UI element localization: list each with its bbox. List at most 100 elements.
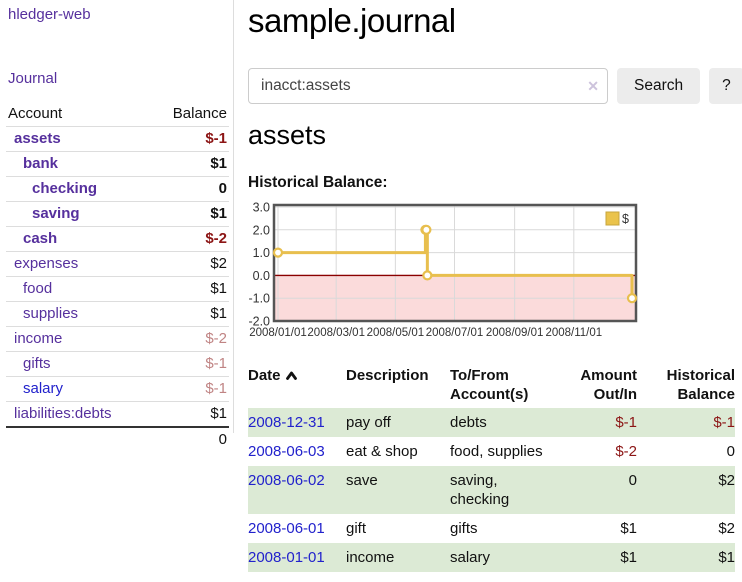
sidebar-divider [233, 0, 234, 433]
account-link[interactable]: cash [23, 230, 58, 247]
chart-title: Historical Balance: [248, 174, 388, 191]
register-row: 2008-06-03 eat & shop food, supplies $-2 0 [248, 437, 735, 466]
amount-cell: $1 [620, 520, 637, 537]
account-balance: $1 [150, 301, 229, 327]
x-axis-tick-label: 2008/01/01 [249, 327, 307, 339]
y-axis-tick-label: 1.0 [253, 246, 270, 260]
account-balance: 0 [150, 176, 229, 202]
search-form: ✕ Search ? [248, 68, 742, 104]
column-header-balance: Historical Balance [666, 367, 735, 403]
account-balance: $-2 [150, 226, 229, 252]
historical-balance-chart: $3.0 2.0 1.0 0.0 -1.0 -2.0 2008/01/01 2008/03/0… [244, 200, 742, 348]
search-button[interactable]: Search [617, 68, 701, 104]
clear-search-icon[interactable]: ✕ [587, 78, 599, 94]
account-balance: $-2 [150, 326, 229, 352]
balance-cell: $-1 [713, 414, 735, 431]
search-input[interactable] [248, 68, 608, 104]
date-link[interactable]: 2008-12-31 [248, 414, 325, 431]
account-row: expenses $2 [6, 251, 229, 277]
accounts-header-balance: Balance [150, 102, 229, 127]
data-point-marker [626, 293, 638, 304]
account-row: assets $-1 [6, 126, 229, 152]
x-axis-tick-label: 2008/09/01 [486, 327, 544, 339]
sidebar-item-journal[interactable]: Journal [8, 70, 58, 87]
app-brand-link[interactable]: hledger-web [8, 6, 91, 23]
description-cell: gift [346, 520, 367, 537]
x-axis-tick-label: 2008/07/01 [426, 327, 484, 339]
accounts-table: Account Balance assets $-1 bank $1 checking 0… [6, 102, 229, 452]
account-link[interactable]: food [23, 280, 53, 297]
account-link[interactable]: liabilities:debts [14, 405, 112, 422]
account-balance: $1 [150, 151, 229, 177]
date-link[interactable]: 2008-06-03 [248, 443, 325, 460]
register-row: 2008-06-01 gift gifts $1 $2 [248, 514, 735, 543]
y-axis-tick-label: 0.0 [253, 269, 270, 283]
account-link[interactable]: supplies [23, 305, 79, 322]
register-row: 2008-12-31 pay off debts $-1 $-1 [248, 408, 735, 437]
account-row: saving $1 [6, 201, 229, 227]
account-row: gifts $-1 [6, 351, 229, 377]
column-header-description: Description [346, 367, 429, 384]
account-link[interactable]: checking [32, 180, 98, 197]
account-link[interactable]: salary [23, 380, 64, 397]
account-link[interactable]: gifts [23, 355, 51, 372]
register-table: Date Description To/From Account(s) Amou… [248, 362, 735, 572]
description-cell: income [346, 549, 395, 566]
amount-cell: 0 [628, 472, 637, 489]
account-balance: $-1 [150, 376, 229, 402]
accounts-cell: gifts [450, 520, 478, 537]
balance-cell: $2 [718, 520, 735, 537]
account-row: salary $-1 [6, 376, 229, 402]
description-cell: eat & shop [346, 443, 418, 460]
date-link[interactable]: 2008-06-01 [248, 520, 325, 537]
accounts-header-account: Account [6, 102, 151, 127]
y-axis-tick-label: 2.0 [253, 223, 270, 237]
description-cell: pay off [346, 414, 391, 431]
register-row: 2008-01-01 income salary $1 $1 [248, 543, 735, 572]
date-link[interactable]: 2008-01-01 [248, 549, 325, 566]
x-axis-tick-label: 2008/05/01 [367, 327, 425, 339]
account-link[interactable]: income [14, 330, 63, 347]
account-balance: $1 [210, 405, 227, 422]
page-title: sample.journal [248, 2, 456, 39]
account-row: cash $-2 [6, 226, 229, 252]
main-content: sample.journal ✕ Search ? assets Histori… [248, 0, 742, 582]
balance-cell: $1 [718, 549, 735, 566]
y-axis-tick-label: 3.0 [253, 201, 270, 215]
column-header-date[interactable]: Date [248, 362, 346, 408]
data-point-marker [422, 270, 433, 281]
account-link[interactable]: saving [32, 205, 80, 222]
description-cell: save [346, 472, 378, 489]
help-button[interactable]: ? [709, 68, 742, 104]
amount-cell: $-1 [615, 414, 637, 431]
balance-cell: $2 [718, 472, 735, 489]
register-header-row: Date Description To/From Account(s) Amou… [248, 362, 735, 408]
account-row: income $-2 [6, 326, 229, 352]
column-header-accounts: To/From Account(s) [450, 367, 529, 403]
column-header-amount: Amount Out/In [580, 367, 637, 403]
amount-cell: $-2 [615, 443, 637, 460]
account-row: supplies $1 [6, 301, 229, 327]
balance-cell: 0 [726, 443, 735, 460]
date-link[interactable]: 2008-06-02 [248, 472, 325, 489]
accounts-total-value: 0 [150, 426, 229, 452]
accounts-cell: salary [450, 549, 491, 566]
account-link[interactable]: expenses [14, 255, 79, 272]
data-point-marker [272, 247, 284, 258]
account-title: assets [248, 120, 327, 150]
account-balance: $1 [150, 201, 229, 227]
accounts-cell: debts [450, 414, 487, 431]
legend-label: $ [622, 212, 629, 226]
account-link[interactable]: assets [14, 130, 61, 147]
plot-border [272, 203, 638, 323]
y-axis-tick-label: -1.0 [248, 292, 270, 306]
account-balance: $-1 [150, 126, 229, 152]
account-link[interactable]: bank [23, 155, 59, 172]
account-row: checking 0 [6, 176, 229, 202]
account-row: food $1 [6, 276, 229, 302]
account-row: bank $1 [6, 151, 229, 177]
legend-swatch [605, 211, 620, 226]
data-point-marker [421, 224, 432, 235]
x-axis-tick-label: 2008/03/01 [307, 327, 365, 339]
